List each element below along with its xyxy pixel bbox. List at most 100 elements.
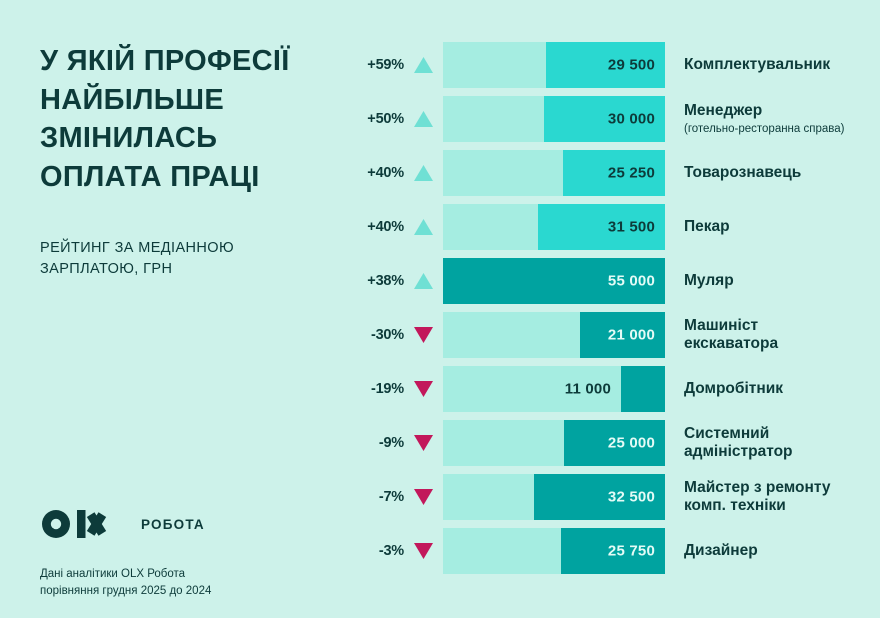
change-percent-label: +59% (367, 57, 404, 73)
job-title: Дизайнер (684, 541, 758, 559)
bar-fill (580, 312, 665, 358)
job-label-cell: Товарознавець (665, 164, 864, 182)
job-title: Системний адміністратор (684, 424, 793, 460)
bar-track: 25 750 (443, 528, 665, 574)
bar-value-label: 21 000 (607, 326, 655, 344)
arrow-up-icon (414, 219, 433, 235)
bar-value-label: 29 500 (607, 56, 655, 74)
arrow-up-icon (414, 111, 433, 127)
trend-arrow-cell (404, 327, 443, 343)
trend-arrow-cell (404, 543, 443, 559)
bar-fill (564, 420, 665, 466)
chart-row: +50% 30 000 Менеджер (готельно-ресторанна с… (352, 96, 864, 142)
job-label-cell: Системний адміністратор (665, 425, 864, 462)
bar-track: 32 500 (443, 474, 665, 520)
bar-track: 25 250 (443, 150, 665, 196)
chart-row: +40% 31 500 Пекар (352, 204, 864, 250)
trend-arrow-cell (404, 165, 443, 181)
job-title: Майстер з ремонту комп. техніки (684, 478, 831, 514)
source-footnote: Дані аналітики OLX Робота порівняння гру… (40, 568, 212, 598)
job-label-cell: Майстер з ремонту комп. техніки (665, 479, 864, 516)
olx-logo-icon (42, 510, 107, 538)
job-label-cell: Комплектувальник (665, 56, 864, 74)
logo-wordmark: РОБОТА (141, 516, 205, 532)
job-title: Домробітник (684, 379, 784, 397)
arrow-down-icon (414, 327, 433, 343)
bar-value-label: 25 750 (607, 542, 655, 560)
bar-track: 29 500 (443, 42, 665, 88)
job-label-cell: Домробітник (665, 380, 864, 398)
chart-row: +38% 55 000 Муляр (352, 258, 864, 304)
job-title: Товарознавець (684, 163, 802, 181)
bar-fill (563, 150, 665, 196)
bar-track: 25 000 (443, 420, 665, 466)
bar-chart: +59% 29 500 Комплектувальник +50% 30 000 Мене… (352, 42, 864, 574)
change-percent-label: +38% (367, 273, 404, 289)
change-percent-label: -19% (370, 381, 404, 397)
change-percent-label: -9% (378, 435, 404, 451)
arrow-up-icon (414, 165, 433, 181)
bar-track: 11 000 (443, 366, 665, 412)
arrow-down-icon (414, 489, 433, 505)
trend-arrow-cell (404, 489, 443, 505)
change-percent-label: -3% (378, 543, 404, 559)
arrow-up-icon (414, 57, 433, 73)
bar-value-label: 25 000 (607, 434, 655, 452)
chart-row: +40% 25 250 Товарознавець (352, 150, 864, 196)
job-subtitle: (готельно-ресторанна справа) (684, 122, 845, 135)
job-label-cell: Муляр (665, 272, 864, 290)
job-title: Менеджер (684, 101, 763, 119)
job-label-cell: Менеджер (готельно-ресторанна справа) (665, 102, 864, 137)
left-panel: У ЯКІЙ ПРОФЕСІЇ НАЙБІЛЬШЕ ЗМІНИЛАСЬ ОПЛА… (40, 42, 340, 597)
bar-fill (546, 42, 665, 88)
trend-arrow-cell (404, 381, 443, 397)
trend-arrow-cell (404, 435, 443, 451)
chart-row: -3% 25 750 Дизайнер (352, 528, 864, 574)
change-percent-label: -7% (378, 489, 404, 505)
page-subtitle: РЕЙТИНГ ЗА МЕДІАННОЮ ЗАРПЛАТОЮ, ГРН (40, 240, 234, 278)
job-title: Машиніст екскаватора (684, 316, 779, 352)
change-percent-label: +40% (367, 165, 404, 181)
bar-value-label: 30 000 (607, 110, 655, 128)
job-title: Муляр (684, 271, 734, 289)
arrow-down-icon (414, 381, 433, 397)
chart-row: -30% 21 000 Машиніст екскаватора (352, 312, 864, 358)
chart-row: -19% 11 000 Домробітник (352, 366, 864, 412)
chart-row: -9% 25 000 Системний адміністратор (352, 420, 864, 466)
arrow-down-icon (414, 543, 433, 559)
job-label-cell: Дизайнер (665, 542, 864, 560)
bar-fill (443, 258, 665, 304)
bar-track: 21 000 (443, 312, 665, 358)
job-label-cell: Машиніст екскаватора (665, 317, 864, 354)
bar-track: 31 500 (443, 204, 665, 250)
brand-logo: РОБОТА (40, 510, 205, 538)
job-title: Пекар (684, 217, 730, 235)
trend-arrow-cell (404, 111, 443, 127)
page-title: У ЯКІЙ ПРОФЕСІЇ НАЙБІЛЬШЕ ЗМІНИЛАСЬ ОПЛА… (40, 45, 290, 193)
bar-fill (561, 528, 665, 574)
arrow-up-icon (414, 273, 433, 289)
bar-value-label: 11 000 (564, 380, 611, 398)
trend-arrow-cell (404, 219, 443, 235)
bar-value-label: 55 000 (607, 272, 655, 290)
bar-value-label: 25 250 (607, 164, 655, 182)
trend-arrow-cell (404, 57, 443, 73)
bar-track: 55 000 (443, 258, 665, 304)
bar-value-label: 31 500 (607, 218, 655, 236)
chart-row: -7% 32 500 Майстер з ремонту комп. техніки (352, 474, 864, 520)
chart-row: +59% 29 500 Комплектувальник (352, 42, 864, 88)
bar-fill (534, 474, 665, 520)
change-percent-label: +50% (367, 111, 404, 127)
trend-arrow-cell (404, 273, 443, 289)
bar-track: 30 000 (443, 96, 665, 142)
bar-fill (621, 366, 665, 412)
change-percent-label: +40% (367, 219, 404, 235)
job-title: Комплектувальник (684, 55, 831, 73)
change-percent-label: -30% (370, 327, 404, 343)
bar-fill (538, 204, 665, 250)
job-label-cell: Пекар (665, 218, 864, 236)
bar-value-label: 32 500 (607, 488, 655, 506)
bar-fill (544, 96, 665, 142)
arrow-down-icon (414, 435, 433, 451)
